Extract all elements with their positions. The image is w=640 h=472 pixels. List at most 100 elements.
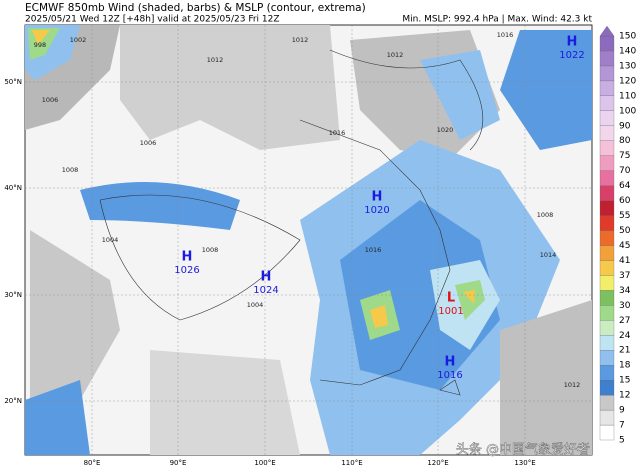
colorbar-label: 130: [619, 61, 636, 71]
lon-label: 80°E: [84, 459, 101, 467]
contour-label: 1006: [42, 96, 59, 104]
colorbar-label: 64: [619, 181, 631, 191]
contour-label: 1004: [102, 236, 119, 244]
colorbar-segment: [599, 320, 615, 336]
contour-label: 1016: [329, 129, 346, 137]
lon-label: 120°E: [427, 459, 448, 467]
contour-label: 1006: [140, 139, 157, 147]
colorbar-segment: [599, 80, 615, 97]
colorbar-segment: [599, 155, 615, 171]
colorbar-label: 90: [619, 121, 631, 131]
colorbar-segment: [599, 335, 615, 351]
contour-label: 1016: [497, 31, 514, 39]
contour-label: 1008: [537, 211, 554, 219]
colorbar-segment: [599, 215, 615, 231]
extremum-value: 1001: [438, 306, 463, 317]
extremum-symbol: H: [445, 355, 456, 370]
colorbar-segment: [599, 65, 615, 82]
extremum-symbol: H: [182, 250, 193, 265]
extremum-value: 1016: [437, 370, 462, 381]
lat-label: 30°N: [4, 291, 22, 299]
colorbar-segment: [599, 290, 615, 306]
colorbar-segment: [599, 260, 615, 276]
contour-label: 1008: [202, 246, 219, 254]
colorbar-label: 75: [619, 151, 630, 161]
colorbar-label: 100: [619, 106, 636, 116]
colorbar-label: 24: [619, 331, 631, 341]
extremum-symbol: H: [261, 270, 272, 285]
colorbar-label: 15: [619, 376, 630, 386]
colorbar-label: 27: [619, 316, 630, 326]
lon-label: 130°E: [514, 459, 535, 467]
title: ECMWF 850mb Wind (shaded, barbs) & MSLP …: [25, 2, 366, 14]
colorbar-segment: [599, 95, 615, 111]
colorbar-label: 30: [619, 301, 631, 311]
colorbar-segment: [599, 350, 615, 366]
colorbar-label: 37: [619, 271, 630, 281]
extremum-symbol: H: [567, 35, 578, 50]
colorbar-label: 50: [619, 226, 631, 236]
colorbar-label: 12: [619, 391, 630, 401]
colorbar-segment: [599, 185, 615, 201]
watermark: 头条 @中国气象爱好者: [456, 442, 590, 458]
extremum-symbol: L: [447, 291, 455, 306]
colorbar: 5 7 9 12 15 18 21 24 27 30 34 37 41 45 50 55 60 64 70 75 80 9…: [599, 25, 636, 446]
colorbar-label: 70: [619, 166, 631, 176]
contour-label: 998: [34, 41, 46, 49]
contour-label: 1012: [292, 36, 309, 44]
colorbar-label: 60: [619, 196, 631, 206]
extremum-value: 1020: [364, 205, 389, 216]
contour-label: 1002: [70, 36, 87, 44]
contour-label: 1016: [365, 246, 382, 254]
stats: Min. MSLP: 992.4 hPa | Max. Wind: 42.3 k…: [402, 15, 592, 25]
colorbar-segment: [599, 35, 615, 52]
colorbar-label: 140: [619, 46, 636, 56]
colorbar-segment: [599, 125, 615, 141]
extremum-value: 1026: [174, 265, 199, 276]
colorbar-label: 9: [619, 406, 625, 416]
contour-label: 1012: [564, 381, 581, 389]
shading: [25, 25, 592, 455]
colorbar-label: 150: [619, 32, 636, 42]
colorbar-label: 21: [619, 346, 630, 356]
colorbar-label: 41: [619, 256, 630, 266]
colorbar-segment: [599, 170, 615, 186]
graticule: 80°E 90°E 100°E 110°E 120°E 130°E 50°N 40°N 30°N…: [4, 25, 592, 467]
contour-label: 1020: [437, 126, 454, 134]
colorbar-segment: [599, 245, 615, 261]
subtitle: 2025/05/21 Wed 12Z [+48h] valid at 2025/…: [25, 15, 280, 25]
lat-label: 50°N: [4, 78, 22, 86]
colorbar-label: 5: [619, 436, 625, 446]
lat-label: 20°N: [4, 397, 22, 405]
colorbar-label: 34: [619, 286, 631, 296]
lon-label: 100°E: [254, 459, 275, 467]
lon-label: 90°E: [170, 459, 187, 467]
contour-label: 1012: [387, 51, 404, 59]
colorbar-segment: [599, 110, 615, 126]
contour-label: 1008: [62, 166, 79, 174]
contour-label: 1004: [247, 301, 264, 309]
colorbar-label: 18: [619, 361, 631, 371]
coastlines: [99, 49, 484, 396]
colorbar-segment: [599, 379, 615, 396]
colorbar-segment: [599, 305, 615, 321]
extremum-symbol: H: [372, 190, 383, 205]
colorbar-segment: [599, 424, 615, 441]
colorbar-label: 110: [619, 91, 636, 101]
colorbar-segment: [599, 230, 615, 246]
lon-label: 110°E: [341, 459, 362, 467]
colorbar-arrow: [599, 25, 615, 37]
extremum-value: 1022: [559, 50, 584, 61]
colorbar-label: 120: [619, 76, 636, 86]
colorbar-label: 45: [619, 241, 630, 251]
contour-label: 1014: [540, 251, 557, 259]
colorbar-segment: [599, 200, 615, 216]
contour-label: 1012: [207, 56, 224, 64]
colorbar-segment: [599, 275, 615, 291]
colorbar-label: 55: [619, 211, 630, 221]
colorbar-label: 80: [619, 136, 631, 146]
colorbar-segment: [599, 409, 615, 426]
colorbar-label: 7: [619, 421, 625, 431]
